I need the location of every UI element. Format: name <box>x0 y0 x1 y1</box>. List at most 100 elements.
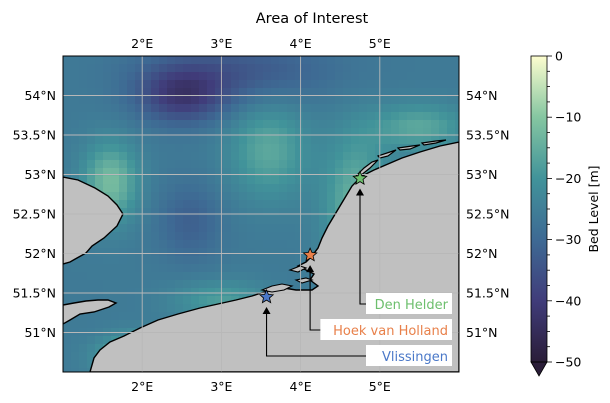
raster-cell <box>271 200 280 209</box>
raster-cell <box>215 64 224 73</box>
raster-cell <box>271 80 280 89</box>
raster-cell <box>311 88 320 97</box>
raster-cell <box>199 208 208 217</box>
raster-cell <box>199 280 208 289</box>
raster-cell <box>103 88 112 97</box>
raster-cell <box>247 224 256 233</box>
raster-cell <box>159 288 168 297</box>
raster-cell <box>119 168 128 177</box>
raster-cell <box>151 264 160 273</box>
raster-cell <box>151 168 160 177</box>
raster-cell <box>279 272 288 281</box>
raster-cell <box>199 104 208 113</box>
raster-cell <box>311 168 320 177</box>
raster-cell <box>255 56 264 65</box>
land-england <box>63 176 124 265</box>
raster-cell <box>367 104 376 113</box>
raster-cell <box>223 184 232 193</box>
raster-cell <box>359 112 368 121</box>
raster-cell <box>455 64 459 73</box>
raster-cell <box>143 256 152 265</box>
raster-cell <box>407 112 416 121</box>
raster-cell <box>231 96 240 105</box>
raster-cell <box>455 72 459 81</box>
raster-cell <box>263 120 272 129</box>
raster-cell <box>103 176 112 185</box>
raster-cell <box>351 112 360 121</box>
raster-cell <box>239 104 248 113</box>
raster-cell <box>255 96 264 105</box>
raster-cell <box>295 72 304 81</box>
raster-cell <box>135 224 144 233</box>
raster-cell <box>367 80 376 89</box>
raster-cell <box>207 224 216 233</box>
raster-cell <box>111 136 120 145</box>
axis-ticks: 2°E 2°E 3°E 3°E 4°E 4°E 5°E 5°E 51°N 51°N 51.5°N 51… <box>13 36 510 394</box>
raster-cell <box>119 160 128 169</box>
raster-cell <box>367 144 376 153</box>
raster-cell <box>303 56 312 65</box>
raster-cell <box>111 280 120 289</box>
raster-cell <box>191 264 200 273</box>
raster-cell <box>151 256 160 265</box>
location-callouts: Den Helder Hoek van Holland Vlissingen <box>258 170 452 366</box>
raster-cell <box>359 120 368 129</box>
raster-cell <box>263 152 272 161</box>
raster-cell <box>119 56 128 65</box>
raster-cell <box>159 64 168 73</box>
raster-cell <box>199 152 208 161</box>
raster-cell <box>247 288 256 297</box>
raster-cell <box>79 56 88 65</box>
raster-cell <box>95 80 104 89</box>
raster-cell <box>455 56 459 65</box>
raster-cell <box>183 120 192 129</box>
raster-cell <box>63 296 72 305</box>
raster-cell <box>183 168 192 177</box>
raster-cell <box>159 208 168 217</box>
raster-cell <box>167 216 176 225</box>
raster-cell <box>199 88 208 97</box>
raster-cell <box>215 96 224 105</box>
raster-cell <box>183 208 192 217</box>
raster-cell <box>191 208 200 217</box>
raster-cell <box>199 216 208 225</box>
raster-cell <box>231 80 240 89</box>
raster-cell <box>359 152 368 161</box>
raster-cell <box>287 280 296 289</box>
raster-cell <box>359 160 368 169</box>
colorbar-label: Bed Level [m] <box>586 165 601 252</box>
lat-tick-label-right: 53.5°N <box>466 128 509 143</box>
raster-cell <box>255 216 264 225</box>
raster-cell <box>263 104 272 113</box>
raster-cell <box>111 64 120 73</box>
raster-cell <box>95 240 104 249</box>
raster-cell <box>151 240 160 249</box>
raster-cell <box>231 144 240 153</box>
raster-cell <box>335 96 344 105</box>
raster-cell <box>191 216 200 225</box>
raster-cell <box>295 216 304 225</box>
raster-cell <box>111 144 120 153</box>
location-star-marker <box>302 247 318 262</box>
raster-cell <box>63 360 72 369</box>
raster-cell <box>199 72 208 81</box>
raster-cell <box>383 64 392 73</box>
raster-cell <box>255 264 264 273</box>
raster-cell <box>391 96 400 105</box>
raster-cell <box>103 136 112 145</box>
raster-cell <box>127 88 136 97</box>
raster-cell <box>199 240 208 249</box>
raster-cell <box>303 160 312 169</box>
raster-cell <box>239 80 248 89</box>
raster-cell <box>103 288 112 297</box>
raster-cell <box>271 176 280 185</box>
map-title: Area of Interest <box>256 11 369 27</box>
raster-cell <box>287 72 296 81</box>
raster-cell <box>135 304 144 313</box>
raster-cell <box>127 64 136 73</box>
raster-cell <box>303 216 312 225</box>
raster-cell <box>279 104 288 113</box>
raster-cell <box>223 160 232 169</box>
raster-cell <box>183 248 192 257</box>
raster-cell <box>103 128 112 137</box>
